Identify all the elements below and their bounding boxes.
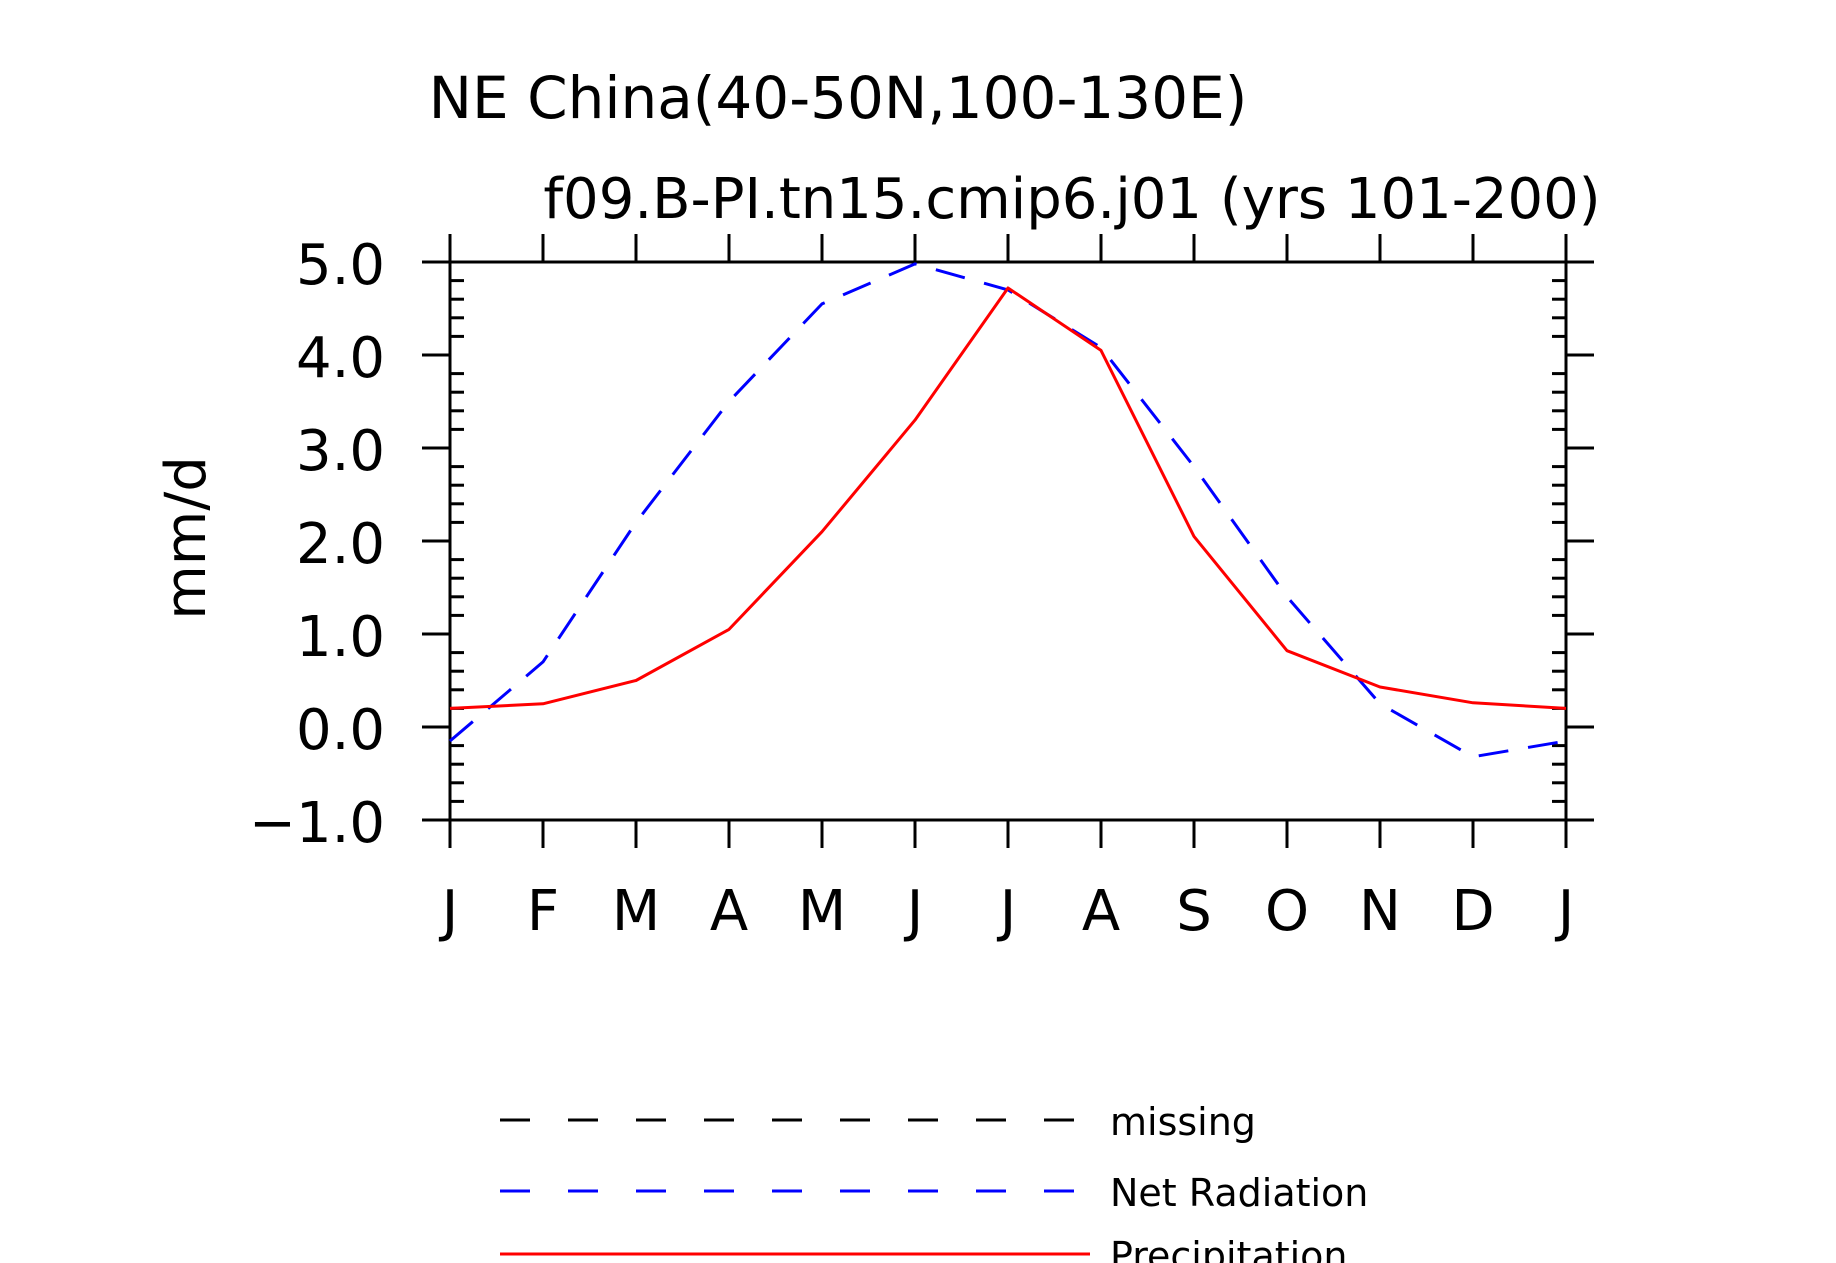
chart-title: NE China(40-50N,100-130E) — [429, 64, 1248, 132]
x-tick-label: O — [1265, 879, 1309, 944]
series-line-precipitation — [449, 286, 1567, 710]
series-line-net-radiation — [449, 262, 1567, 759]
y-tick-label: 4.0 — [296, 326, 385, 391]
plot-border — [448, 260, 1568, 822]
y-axis-ticks: −1.0 0.0 1.0 2.0 3.0 4.0 5.0 — [249, 233, 1594, 856]
x-tick-label: J — [1555, 879, 1575, 944]
y-tick-label: −1.0 — [249, 791, 385, 856]
y-tick-label: 3.0 — [296, 419, 385, 484]
x-tick-label: F — [527, 879, 559, 944]
legend: missing Net Radiation Precipitation — [500, 1100, 1368, 1263]
chart-subtitle: f09.B-PI.tn15.cmip6.j01 (yrs 101-200) — [543, 167, 1600, 232]
x-tick-label: M — [798, 879, 846, 944]
x-tick-label: J — [997, 879, 1017, 944]
series-layer — [449, 262, 1567, 759]
y-tick-label: 2.0 — [296, 512, 385, 577]
y-tick-label: 5.0 — [296, 233, 385, 298]
x-tick-label: M — [612, 879, 660, 944]
x-tick-label: N — [1359, 879, 1401, 944]
x-tick-label: J — [439, 879, 459, 944]
legend-label-missing: missing — [1110, 1100, 1256, 1144]
y-tick-label: 1.0 — [296, 605, 385, 670]
x-tick-label: A — [1082, 879, 1120, 944]
x-tick-label: S — [1176, 879, 1212, 944]
x-tick-label: J — [904, 879, 924, 944]
y-tick-label: 0.0 — [296, 698, 385, 763]
plot-frame — [448, 260, 1568, 822]
x-tick-label: A — [710, 879, 748, 944]
legend-label-net-radiation: Net Radiation — [1110, 1171, 1368, 1215]
x-tick-label: D — [1451, 879, 1494, 944]
y-axis-label: mm/d — [154, 456, 219, 620]
legend-label-precipitation: Precipitation — [1110, 1234, 1348, 1263]
